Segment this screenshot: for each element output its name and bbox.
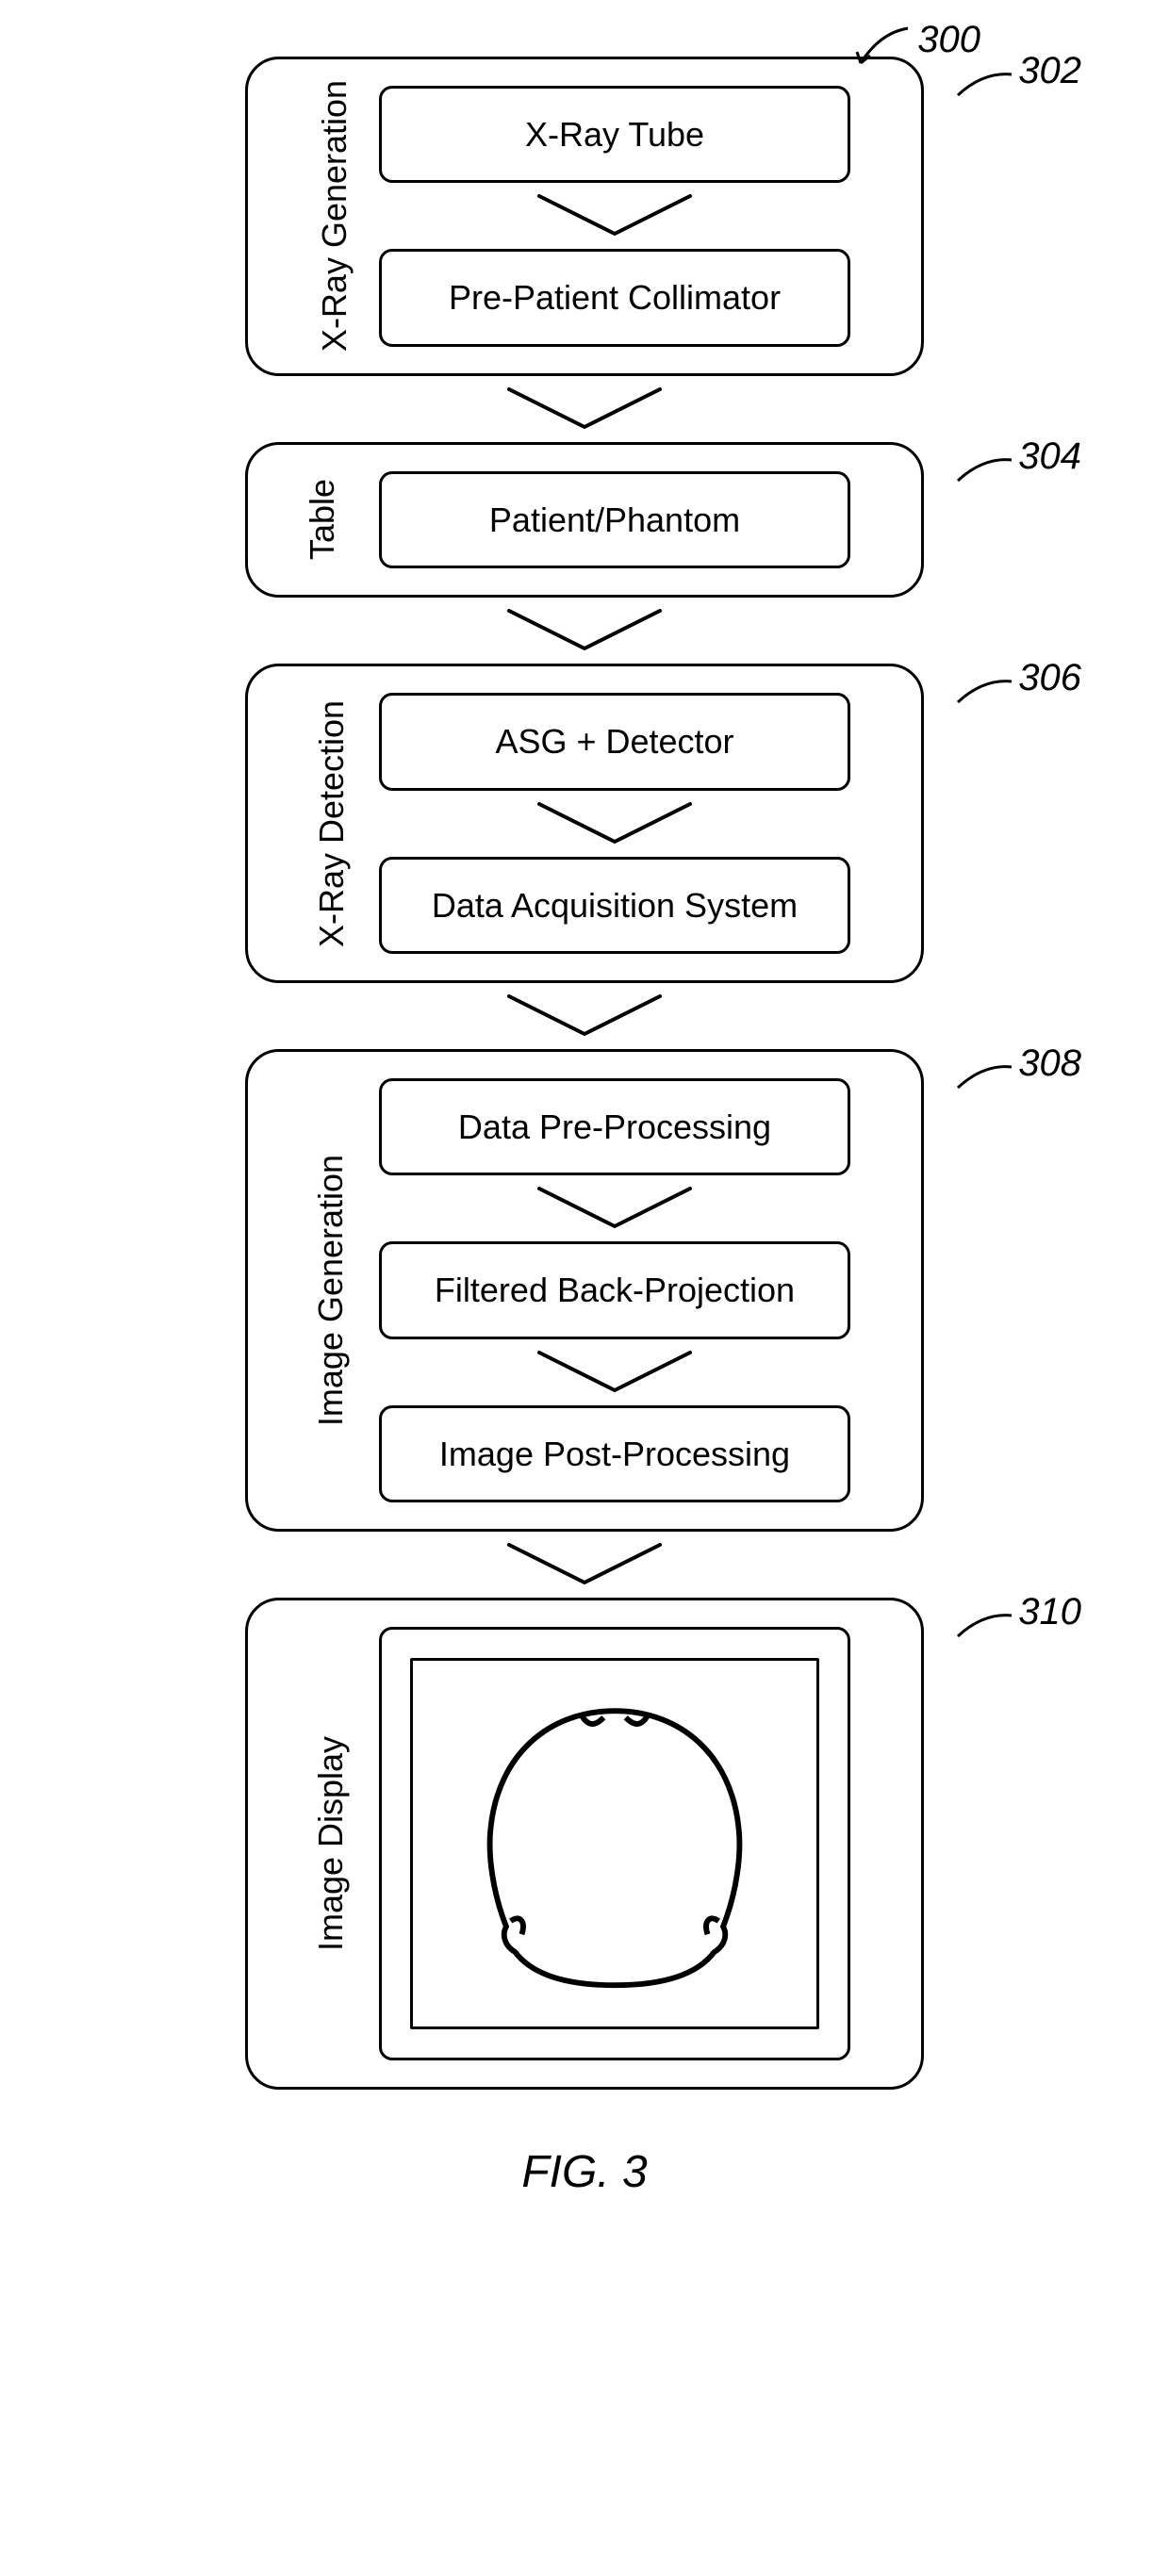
stage-xray-detection: X-Ray Detection 306 ASG + Detector Data … (245, 664, 924, 983)
stage-ref-label: 304 (1018, 435, 1081, 477)
stage-ref-label: 302 (1018, 50, 1081, 91)
node-label: X-Ray Tube (525, 115, 704, 154)
stage-ref: 310 (1018, 1591, 1081, 1633)
stage-ref-label: 306 (1018, 657, 1081, 698)
stage-ref: 306 (1018, 657, 1081, 699)
flow-arrow (500, 983, 669, 1049)
node-label: Pre-Patient Collimator (449, 278, 781, 317)
ct-slice-icon (430, 1678, 799, 2010)
diagram: 300 X-Ray Generation 302 X-Ray Tube Pre-… (38, 57, 1131, 2090)
chevron-down-icon (500, 603, 669, 658)
stage-ref: 304 (1018, 435, 1081, 478)
stage-table: Table 304 Patient/Phantom (245, 442, 924, 598)
stage-title: Image Display (311, 1736, 351, 1951)
leader-arc-icon (950, 1059, 1016, 1097)
node-label: ASG + Detector (495, 722, 733, 761)
node-label: Image Post-Processing (439, 1435, 790, 1473)
node: Filtered Back-Projection (379, 1241, 850, 1338)
chevron-down-icon (500, 989, 669, 1043)
node-label: Data Pre-Processing (458, 1108, 771, 1146)
node: Pre-Patient Collimator (379, 249, 850, 346)
chevron-down-icon (530, 1181, 700, 1236)
display-monitor (379, 1627, 850, 2060)
node: X-Ray Tube (379, 86, 850, 183)
chevron-down-icon (530, 189, 700, 243)
figure-ref-top-label: 300 (917, 19, 980, 60)
stage-image-generation: Image Generation 308 Data Pre-Processing… (245, 1049, 924, 1532)
stage-title: X-Ray Detection (312, 700, 352, 947)
node: Patient/Phantom (379, 471, 850, 568)
flow-arrow (530, 791, 700, 857)
stage-ref-label: 308 (1018, 1042, 1081, 1084)
chevron-down-icon (530, 796, 700, 851)
stage-title: Table (303, 479, 342, 560)
flow-arrow (530, 1175, 700, 1241)
flow-arrow (500, 1532, 669, 1598)
node-label: Patient/Phantom (489, 500, 740, 539)
flow-arrow (500, 376, 669, 442)
stage-ref-label: 310 (1018, 1591, 1081, 1633)
flow-arrow (500, 598, 669, 664)
stage-title: Image Generation (311, 1155, 351, 1426)
figure-caption: FIG. 3 (521, 2146, 647, 2198)
stage-image-display: Image Display 310 (245, 1598, 924, 2090)
leader-arc-icon (950, 452, 1016, 490)
flow-arrow (530, 183, 700, 249)
stage-title: X-Ray Generation (315, 80, 354, 352)
stage-ref: 302 (1018, 50, 1081, 92)
chevron-down-icon (500, 382, 669, 436)
chevron-down-icon (530, 1345, 700, 1400)
display-screen (410, 1658, 819, 2029)
leader-arc-icon (950, 1608, 1016, 1646)
flow-arrow (530, 1339, 700, 1405)
node: Data Pre-Processing (379, 1078, 850, 1175)
figure-ref-top: 300 (917, 19, 980, 61)
leader-arc-icon (950, 674, 1016, 712)
node-label: Data Acquisition System (432, 886, 798, 925)
leader-arc-icon (950, 67, 1016, 105)
node: Data Acquisition System (379, 857, 850, 954)
node: Image Post-Processing (379, 1405, 850, 1502)
stage-xray-generation: X-Ray Generation 302 X-Ray Tube Pre-Pati… (245, 57, 924, 376)
node: ASG + Detector (379, 693, 850, 790)
stage-ref: 308 (1018, 1042, 1081, 1085)
chevron-down-icon (500, 1537, 669, 1592)
node-label: Filtered Back-Projection (435, 1271, 795, 1309)
